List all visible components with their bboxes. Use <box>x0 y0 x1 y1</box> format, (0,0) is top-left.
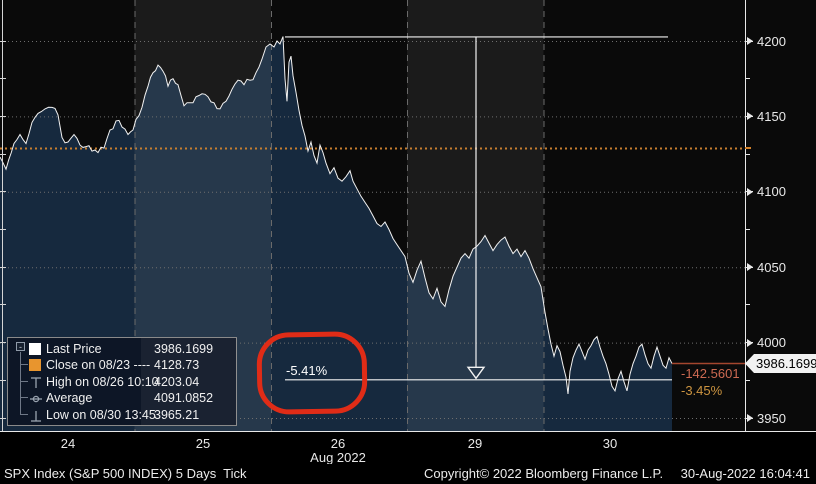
legend-row-label: Close on 08/23 ---- <box>46 358 151 373</box>
left-axis-tick <box>0 266 6 268</box>
legend-collapse-icon[interactable]: - <box>16 342 25 352</box>
legend-row-label: Average <box>46 391 93 406</box>
y-tick-arrow-icon <box>747 112 753 121</box>
y-tick-label: 4100 <box>757 184 786 200</box>
left-axis-tick <box>0 379 6 381</box>
status-bar: SPX Index (S&P 500 INDEX) 5 Days Tick Co… <box>0 464 816 484</box>
left-axis-tick <box>0 304 6 306</box>
x-tick-label: 24 <box>60 436 76 451</box>
left-axis-tick <box>0 342 6 344</box>
right-axis-line <box>745 0 746 432</box>
legend-row-label: Low on 08/30 13:45 <box>46 407 156 422</box>
x-tick-label: 29 <box>467 436 483 451</box>
legend-row-value: 4091.0852 <box>154 391 214 406</box>
x-tick-label: 30 <box>602 436 618 451</box>
y-tick-arrow-icon <box>747 414 753 422</box>
left-axis-tick <box>0 153 6 155</box>
y-tick-arrow-icon <box>747 187 753 196</box>
high-marker-icon <box>29 376 41 388</box>
average-marker-icon <box>29 392 42 404</box>
y-tick-arrow-icon <box>747 338 753 347</box>
legend-row[interactable]: Last Price 3986.1699 <box>8 341 236 357</box>
last-price-axis-tag: 3986.1699 <box>745 353 816 373</box>
timestamp: 30-Aug-2022 16:04:41 <box>680 466 810 481</box>
chart-legend[interactable]: - Last Price 3986.1699 Close on 08/23 ----… <box>7 337 237 426</box>
y-tick-label: 4150 <box>757 108 786 124</box>
y-tick-arrow-icon <box>747 263 753 272</box>
y-minor-tick <box>745 153 750 155</box>
y-tick-label: 4050 <box>757 259 786 275</box>
y-tick-arrow-icon <box>747 37 753 45</box>
drawdown-arrow-head <box>466 366 486 380</box>
left-axis-tick <box>0 191 6 193</box>
close-swatch <box>29 359 41 372</box>
net-change-label: -142.5601 <box>681 366 740 382</box>
left-axis-line <box>2 0 3 432</box>
legend-tree-stub <box>20 413 28 415</box>
x-tick-label: 26 <box>330 436 346 451</box>
y-minor-tick <box>745 78 750 80</box>
x-axis: 24 25 26 29 30 Aug 2022 <box>0 432 816 465</box>
legend-row[interactable]: Low on 08/30 13:45 3965.21 <box>8 407 236 423</box>
percent-change-label: -3.45% <box>681 383 723 399</box>
legend-row-value: 4203.04 <box>154 374 200 389</box>
y-tick-label: 4200 <box>757 33 786 49</box>
security-description: SPX Index (S&P 500 INDEX) 5 Days Tick <box>4 466 247 481</box>
drawdown-percent-label: -5.41% <box>286 363 328 379</box>
copyright-text: Copyright© 2022 Bloomberg Finance L.P. <box>424 466 664 481</box>
y-tick-label: 3950 <box>757 410 786 426</box>
low-marker-icon <box>29 409 41 422</box>
left-axis-tick <box>0 417 6 419</box>
legend-tree-stub <box>20 397 28 399</box>
y-minor-tick <box>745 304 750 306</box>
legend-row-value: 4128.73 <box>154 358 200 373</box>
chart-bottom-border <box>0 431 816 432</box>
price-chart[interactable]: 4200 4150 4100 4050 4000 3950 - Last Price 398… <box>0 0 816 432</box>
legend-row[interactable]: Average 4091.0852 <box>8 390 236 406</box>
prev-close-axis-tick <box>745 147 751 150</box>
area-fill <box>0 36 672 432</box>
legend-tree-stub <box>20 380 28 382</box>
legend-row-value: 3965.21 <box>154 407 200 422</box>
legend-row[interactable]: Close on 08/23 ---- 4128.73 <box>8 357 236 373</box>
x-tick-label: 25 <box>195 436 211 451</box>
y-minor-tick <box>745 229 750 230</box>
left-axis-tick <box>0 78 6 80</box>
left-axis-tick <box>0 115 6 117</box>
legend-row[interactable]: High on 08/26 10:10 4203.04 <box>8 374 236 390</box>
legend-tree-line <box>20 352 21 415</box>
left-axis-tick <box>0 229 6 230</box>
legend-row-value: 3986.1699 <box>154 342 214 356</box>
legend-tree-stub <box>20 364 28 366</box>
y-tick-label: 4000 <box>757 335 786 351</box>
legend-value-column <box>141 338 237 425</box>
y-minor-tick <box>745 379 750 381</box>
x-axis-month-label: Aug 2022 <box>310 450 366 465</box>
left-axis-tick <box>0 40 6 42</box>
legend-row-label: High on 08/26 10:10 <box>46 374 159 389</box>
price-line <box>0 36 673 394</box>
last-price-swatch <box>29 343 41 355</box>
day-band-highlight <box>407 0 544 431</box>
legend-row-label: Last Price <box>46 342 102 356</box>
